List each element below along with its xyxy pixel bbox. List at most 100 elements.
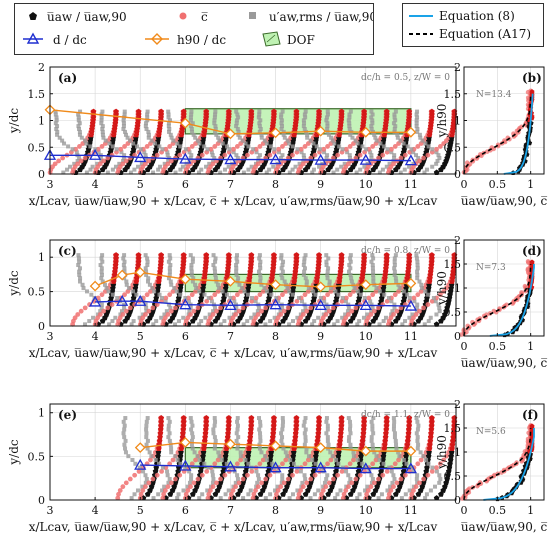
rms-point — [262, 138, 267, 143]
concentration-point — [304, 308, 310, 314]
concentration-point — [245, 152, 250, 158]
rms-point — [392, 435, 397, 440]
panel-annotation: N=5.6 — [476, 427, 506, 437]
rms-point — [147, 450, 152, 455]
rms-point — [172, 286, 177, 291]
concentration-point — [285, 305, 291, 311]
legend-main: u̅aw / u̅aw,90 c̅ u′aw,rms / u̅aw,90 d /… — [14, 3, 377, 55]
rms-point — [144, 309, 149, 314]
h90-marker — [405, 277, 417, 289]
rms-point — [145, 279, 150, 284]
concentration-point — [189, 144, 195, 149]
rms-point — [191, 276, 196, 281]
rms-point — [257, 109, 262, 114]
rms-point — [160, 488, 165, 493]
rms-point — [83, 138, 88, 143]
rms-point — [123, 129, 128, 134]
profile-6 — [250, 415, 300, 501]
rms-point — [146, 132, 151, 137]
legend-item-depth: d / dc — [23, 32, 87, 47]
velocity-point — [293, 108, 300, 114]
concentration-point — [143, 484, 148, 490]
rms-point — [100, 127, 105, 132]
rms-point — [133, 461, 138, 466]
rms-point — [303, 416, 308, 421]
concentration-point — [150, 305, 156, 311]
x-axis-label: x/Lcav, u̅aw/u̅aw,90 + x/Lcav, c̅ + x/Lc… — [29, 194, 438, 208]
concentration-point — [281, 308, 287, 314]
rms-point — [234, 118, 239, 123]
rms-point — [370, 477, 375, 482]
rms-point — [304, 279, 309, 284]
concentration-point — [343, 295, 349, 301]
rms-point — [362, 295, 367, 300]
rms-point — [128, 170, 133, 175]
rms-point — [324, 156, 329, 161]
rms-point — [297, 161, 302, 166]
rms-point — [178, 167, 183, 172]
rms-point — [77, 129, 82, 134]
rms-point — [169, 450, 174, 455]
rms-point — [196, 170, 201, 175]
rms-point — [53, 112, 58, 117]
concentration-point — [204, 298, 210, 304]
profile-8 — [228, 108, 277, 175]
rms-point — [78, 279, 83, 284]
concentration-point — [346, 161, 351, 167]
depth-marker — [116, 294, 129, 306]
rms-point — [334, 457, 339, 462]
rms-point — [414, 416, 419, 421]
rms-point — [126, 286, 131, 291]
concentration-point — [169, 480, 174, 486]
x-tick-label: 7 — [227, 504, 234, 517]
rms-point — [310, 457, 315, 462]
rms-point — [370, 442, 375, 447]
rms-point — [324, 253, 329, 258]
legend-equations: Equation (8) Equation (A17) — [402, 3, 544, 47]
rms-point — [193, 282, 198, 287]
legend-label-dof: DOF — [287, 33, 315, 47]
rms-point — [104, 286, 109, 291]
panel-tag: (d) — [522, 244, 542, 258]
rms-point — [223, 167, 228, 172]
concentration-point — [283, 457, 289, 463]
rms-point — [144, 127, 149, 132]
concentration-point — [204, 469, 210, 474]
rms-point — [189, 427, 194, 432]
rms-point — [325, 276, 330, 281]
concentration-point — [136, 469, 142, 474]
rms-point — [377, 322, 382, 327]
rms-point — [76, 118, 81, 123]
rms-point — [279, 256, 284, 261]
rms-point — [415, 266, 420, 271]
depth-marker — [404, 154, 417, 166]
depth-marker — [314, 299, 327, 311]
rms-point — [211, 263, 216, 268]
rms-point — [171, 138, 176, 143]
concentration-point — [208, 315, 213, 321]
rms-point — [255, 480, 260, 485]
rms-point — [303, 477, 308, 482]
rms-point — [333, 289, 338, 294]
concentration-point — [366, 295, 372, 301]
rms-point — [374, 138, 379, 143]
rms-point — [324, 431, 329, 436]
panel-note: dc/h = 1.1, z/W = 0 — [361, 410, 450, 420]
rms-point — [376, 496, 381, 501]
concentration-point — [328, 288, 334, 294]
rms-point — [251, 147, 256, 152]
rms-point — [105, 170, 110, 175]
concentration-point — [189, 461, 195, 467]
rms-point — [154, 319, 159, 324]
rms-point — [347, 419, 352, 424]
rms-point — [379, 492, 384, 497]
y-tick-label: 0 — [38, 168, 45, 181]
concentration-point — [372, 480, 377, 486]
rms-point — [368, 150, 373, 155]
concentration-point — [165, 312, 171, 317]
concentration-point — [386, 491, 392, 497]
rms-point — [400, 322, 405, 327]
rms-point — [57, 135, 62, 140]
concentration-point — [319, 491, 324, 497]
